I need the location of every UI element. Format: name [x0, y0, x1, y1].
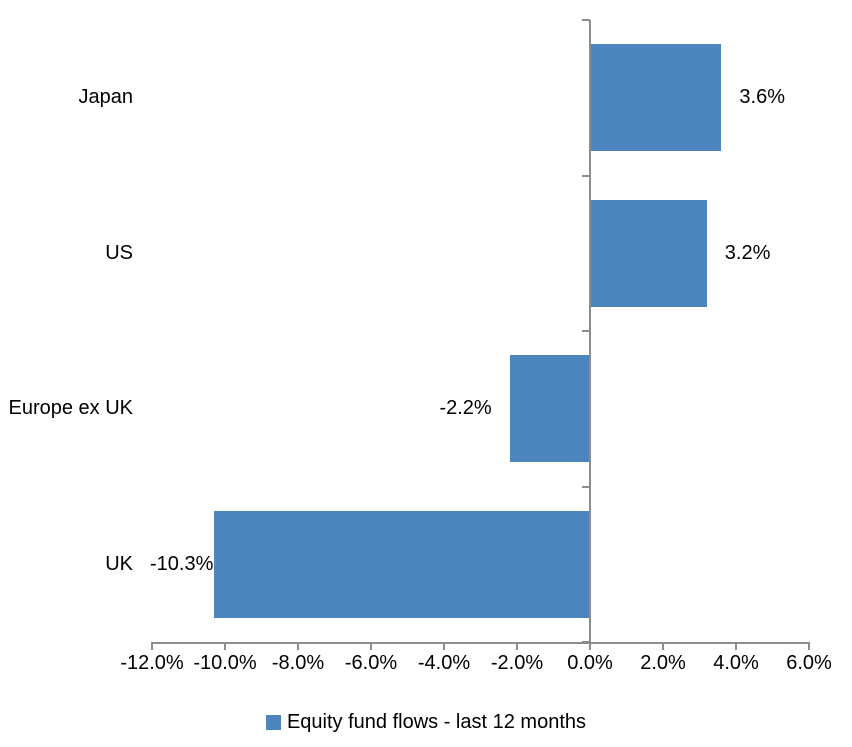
data-label-europe-ex-uk: -2.2% [439, 397, 492, 420]
value-axis-tick-label: -10.0% [193, 652, 257, 674]
value-axis-tick [443, 642, 445, 650]
bar-japan [590, 44, 722, 152]
value-axis-tick-label: 2.0% [640, 652, 686, 674]
value-axis-tick-label: -12.0% [120, 652, 184, 674]
value-axis-tick [297, 642, 299, 650]
value-axis-line [151, 642, 810, 644]
category-label-europe-ex-uk: Europe ex UK [8, 397, 133, 420]
value-axis-tick [589, 642, 591, 650]
value-axis-tick-label: -2.0% [490, 652, 544, 674]
bar-us [590, 199, 707, 307]
value-axis-tick [662, 642, 664, 650]
value-axis-tick-label: 4.0% [713, 652, 759, 674]
value-axis-tick [370, 642, 372, 650]
value-axis-tick [516, 642, 518, 650]
value-axis-tick [224, 642, 226, 650]
value-axis-tick-label: -6.0% [344, 652, 398, 674]
category-label-uk: UK [105, 552, 133, 575]
value-axis-tick-label: 0.0% [567, 652, 613, 674]
category-axis-tick [582, 174, 590, 177]
value-axis-tick-label: -8.0% [271, 652, 325, 674]
legend-square-icon [265, 714, 281, 730]
data-label-uk: -10.3% [150, 552, 214, 575]
bar-europe-ex-uk [509, 355, 590, 463]
bar-uk [214, 510, 590, 618]
data-label-japan: 3.6% [739, 86, 785, 109]
value-axis-tick-label: 6.0% [786, 652, 832, 674]
value-axis-tick [735, 642, 737, 650]
data-label-us: 3.2% [724, 241, 771, 264]
category-axis-tick [582, 19, 590, 21]
category-axis-line [589, 20, 591, 644]
legend-label: Equity fund flows - last 12 months [286, 710, 587, 733]
category-axis-tick [582, 485, 590, 488]
legend: Equity fund flows - last 12 months [0, 708, 852, 736]
value-axis-tick-label: -4.0% [417, 652, 471, 674]
category-label-us: US [105, 241, 133, 264]
category-axis-tick [582, 330, 590, 332]
value-axis-tick [151, 642, 153, 650]
value-axis-tick [808, 642, 810, 650]
category-label-japan: Japan [78, 86, 134, 109]
